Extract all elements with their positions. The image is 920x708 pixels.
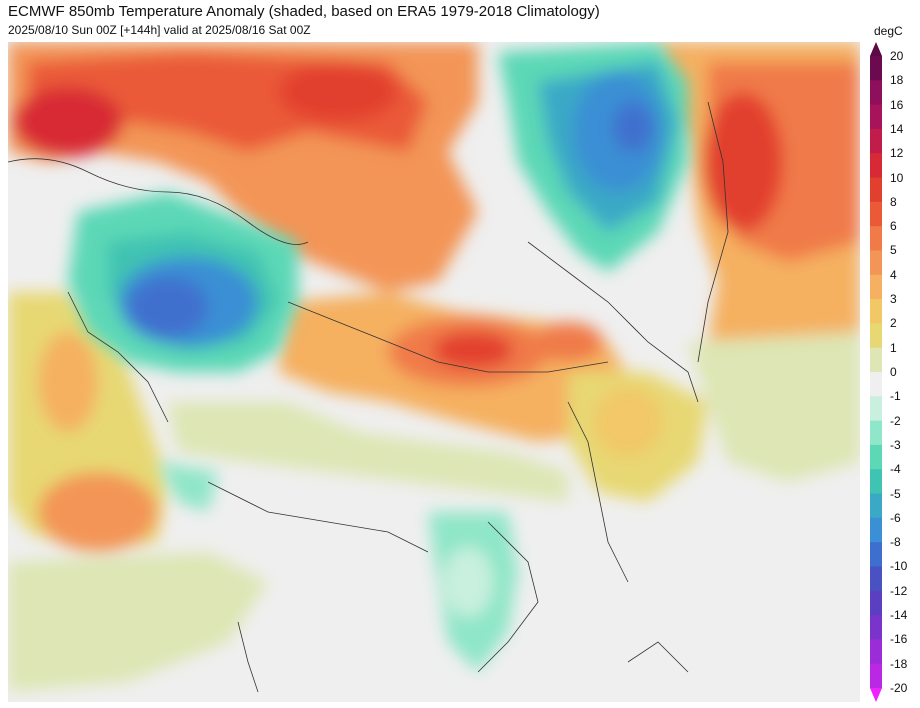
colorbar-tick-label: 1 <box>890 340 897 355</box>
colorbar-tick-label: -20 <box>890 681 908 695</box>
colorbar-segment <box>870 347 882 373</box>
colorbar-segment <box>870 469 882 495</box>
colorbar-tick-label: -4 <box>890 462 901 477</box>
colorbar <box>870 42 882 702</box>
map-subtitle: 2025/08/10 Sun 00Z [+144h] valid at 2025… <box>8 23 311 37</box>
colorbar-segment <box>870 615 882 640</box>
colorbar-tick-label: -18 <box>890 656 908 671</box>
colorbar-segment <box>870 226 882 251</box>
colorbar-tick-label: -5 <box>890 486 901 501</box>
colorbar-tick-label: 8 <box>890 194 897 209</box>
colorbar-segment <box>870 444 882 470</box>
colorbar-tick-label: -8 <box>890 535 901 550</box>
colorbar-top-arrow <box>870 42 882 56</box>
colorbar-segment <box>870 372 882 397</box>
colorbar-segment <box>870 250 882 276</box>
colorbar-tick-label: -12 <box>890 583 908 598</box>
colorbar-segment <box>870 542 882 567</box>
colorbar-tick-label: 14 <box>890 121 904 136</box>
colorbar-segment <box>870 80 882 106</box>
colorbar-tick-label: -6 <box>890 510 901 525</box>
coastline-borders <box>8 101 729 693</box>
colorbar-tick-label: -1 <box>890 389 901 404</box>
colorbar-tick-label: 6 <box>890 219 897 234</box>
colorbar-svg <box>870 42 882 702</box>
colorbar-tick-label: 5 <box>890 243 897 258</box>
colorbar-tick-label: 3 <box>890 292 897 307</box>
colorbar-tick-label: -14 <box>890 608 908 623</box>
colorbar-unit: degC <box>874 24 903 38</box>
colorbar-tick-label: 20 <box>890 49 904 63</box>
colorbar-segment <box>870 177 882 203</box>
colorbar-segment <box>870 274 882 300</box>
colorbar-tick-label: -2 <box>890 413 901 428</box>
colorbar-segment <box>870 104 882 130</box>
colorbar-tick-label: -10 <box>890 559 908 574</box>
colorbar-segment <box>870 639 882 665</box>
colorbar-tick-label: 0 <box>890 365 897 379</box>
colorbar-tick-label: -3 <box>890 437 901 452</box>
colorbar-tick-label: 16 <box>890 97 904 112</box>
colorbar-segment <box>870 299 882 324</box>
map-title: ECMWF 850mb Temperature Anomaly (shaded,… <box>8 3 600 20</box>
colorbar-segment <box>870 56 882 81</box>
colorbar-tick-label: 18 <box>890 73 904 88</box>
colorbar-segment <box>870 493 882 519</box>
colorbar-segment <box>870 517 882 543</box>
colorbar-tick-label: 12 <box>890 146 904 161</box>
colorbar-tick-label: 4 <box>890 267 897 282</box>
colorbar-segment <box>870 590 882 616</box>
colorbar-segment <box>870 153 882 179</box>
colorbar-segment <box>870 128 882 154</box>
cold-anomaly-regions <box>68 42 688 672</box>
colorbar-tick-label: 2 <box>890 316 897 331</box>
colorbar-segment <box>870 323 882 349</box>
colorbar-segment <box>870 566 882 592</box>
anomaly-map[interactable] <box>8 42 860 702</box>
anomaly-map-svg <box>8 42 860 702</box>
colorbar-segment <box>870 396 882 422</box>
colorbar-segment <box>870 420 882 446</box>
colorbar-segment <box>870 663 882 689</box>
colorbar-segment <box>870 201 882 227</box>
warm-anomaly-regions <box>8 42 860 692</box>
colorbar-tick-label: 10 <box>890 170 904 185</box>
colorbar-tick-label: -16 <box>890 632 908 647</box>
colorbar-bottom-arrow <box>870 688 882 702</box>
